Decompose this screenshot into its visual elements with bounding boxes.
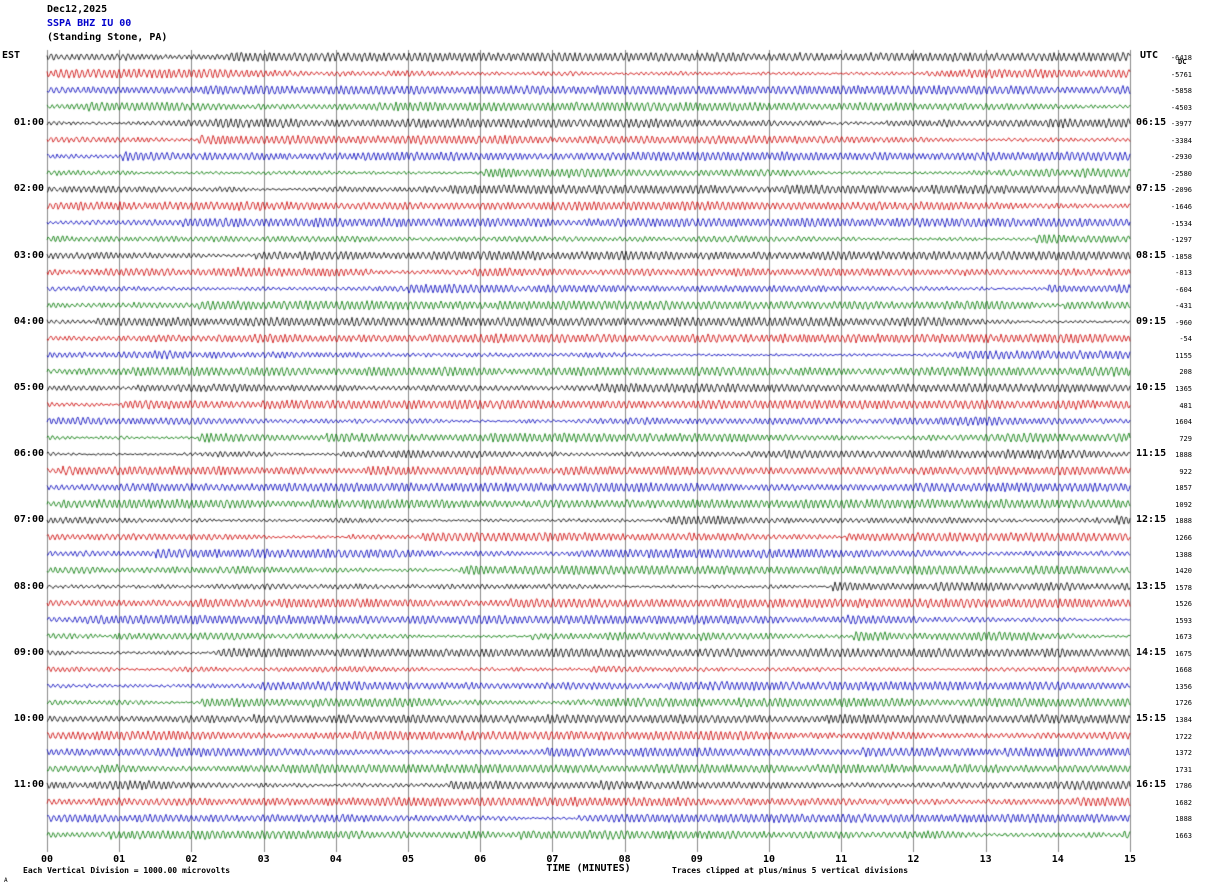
est-hour-label: 08:00 bbox=[13, 580, 44, 592]
footer-clip-note: Traces clipped at plus/minus 5 vertical … bbox=[672, 866, 909, 875]
est-hour-label: 10:00 bbox=[13, 713, 44, 724]
dc-offset-value: -1297 bbox=[1170, 236, 1192, 245]
dc-offset-value: -5761 bbox=[1170, 70, 1192, 79]
footer-scale-note: Each Vertical Division = 1000.00 microvo… bbox=[23, 866, 231, 875]
dc-offset-value: 1682 bbox=[1175, 798, 1192, 807]
dc-offset-value: -6418 bbox=[1170, 54, 1192, 62]
utc-hour-label: 11:15 bbox=[1136, 448, 1167, 460]
dc-offset-value: -5858 bbox=[1170, 87, 1192, 96]
x-tick-label: 08 bbox=[618, 854, 631, 865]
est-hour-label: 01:00 bbox=[13, 117, 44, 129]
est-hour-label: 04:00 bbox=[13, 315, 44, 327]
x-tick-label: 02 bbox=[185, 854, 198, 865]
dc-column-label: DC bbox=[1178, 58, 1187, 66]
dc-offset-value: -4503 bbox=[1170, 103, 1192, 112]
dc-offset-value: 1266 bbox=[1175, 533, 1192, 542]
est-hour-label: 06:00 bbox=[13, 448, 44, 460]
x-tick-label: 06 bbox=[474, 854, 487, 865]
dc-offset-value: 1092 bbox=[1175, 500, 1192, 509]
dc-offset-value: 1668 bbox=[1175, 666, 1192, 675]
x-tick-label: 14 bbox=[1051, 854, 1064, 865]
dc-offset-value: 922 bbox=[1179, 467, 1192, 476]
utc-hour-label: 10:15 bbox=[1136, 382, 1167, 393]
utc-hour-label: 08:15 bbox=[1136, 249, 1167, 261]
dc-offset-value: -3977 bbox=[1170, 120, 1192, 129]
dc-offset-value: -1534 bbox=[1170, 219, 1192, 228]
dc-offset-value: 1593 bbox=[1175, 616, 1192, 625]
dc-offset-value: 1675 bbox=[1175, 649, 1192, 658]
est-hour-label: 07:00 bbox=[13, 514, 44, 526]
dc-offset-value: 1722 bbox=[1175, 732, 1192, 741]
dc-offset-value: 1388 bbox=[1175, 550, 1192, 559]
x-tick-label: 10 bbox=[762, 854, 776, 865]
dc-offset-value: 1372 bbox=[1175, 749, 1192, 758]
header-station: SSPA BHZ IU 00 bbox=[47, 18, 132, 29]
dc-offset-value: 1786 bbox=[1175, 782, 1192, 791]
dc-offset-value: 1888 bbox=[1175, 451, 1192, 460]
dc-offset-value: -813 bbox=[1175, 269, 1192, 278]
est-hour-label: 03:00 bbox=[13, 249, 44, 261]
x-axis-title: TIME (MINUTES) bbox=[546, 863, 631, 874]
x-tick-label: 01 bbox=[113, 854, 126, 865]
est-hour-label: 02:00 bbox=[13, 183, 44, 195]
x-tick-label: 07 bbox=[546, 854, 559, 865]
dc-offset-value: 1155 bbox=[1175, 351, 1192, 360]
dc-offset-value: 1356 bbox=[1175, 682, 1192, 691]
dc-offset-value: 1731 bbox=[1175, 765, 1192, 774]
x-tick-label: 11 bbox=[835, 854, 848, 865]
corner-mark: A bbox=[4, 877, 8, 884]
utc-hour-label: 06:15 bbox=[1136, 117, 1167, 129]
utc-hour-label: 16:15 bbox=[1136, 779, 1167, 791]
x-tick-label: 12 bbox=[907, 854, 920, 865]
dc-offset-value: 1578 bbox=[1175, 583, 1192, 592]
x-tick-label: 04 bbox=[329, 854, 342, 865]
dc-offset-value: 1663 bbox=[1175, 831, 1192, 840]
dc-offset-value: -1646 bbox=[1170, 202, 1192, 211]
dc-offset-value: -2930 bbox=[1170, 153, 1192, 162]
dc-offset-value: 1888 bbox=[1175, 815, 1192, 824]
utc-hour-label: 12:15 bbox=[1136, 514, 1167, 526]
utc-hour-label: 07:15 bbox=[1136, 183, 1167, 195]
utc-hour-label: 13:15 bbox=[1136, 580, 1167, 592]
left-axis-label: EST bbox=[2, 50, 21, 61]
est-hour-label: 11:00 bbox=[13, 779, 44, 791]
dc-offset-value: 1726 bbox=[1175, 699, 1192, 708]
dc-offset-value: 1888 bbox=[1175, 517, 1192, 526]
dc-offset-value: -2580 bbox=[1170, 169, 1192, 178]
utc-hour-label: 09:15 bbox=[1136, 315, 1167, 327]
dc-offset-value: -960 bbox=[1175, 318, 1192, 327]
right-axis-label: UTC bbox=[1140, 50, 1159, 61]
dc-offset-value: 729 bbox=[1179, 434, 1192, 443]
dc-offset-value: 1604 bbox=[1175, 418, 1192, 427]
x-tick-label: 03 bbox=[257, 854, 270, 865]
dc-offset-value: 1365 bbox=[1175, 385, 1192, 393]
x-tick-label: 09 bbox=[690, 854, 703, 865]
dc-offset-value: -1858 bbox=[1170, 252, 1192, 261]
dc-offset-value: 208 bbox=[1179, 368, 1192, 377]
header-location: (Standing Stone, PA) bbox=[47, 32, 168, 43]
dc-offset-value: 1420 bbox=[1175, 567, 1192, 576]
est-hour-label: 05:00 bbox=[13, 382, 44, 393]
x-tick-label: 15 bbox=[1123, 854, 1137, 865]
dc-offset-value: -431 bbox=[1175, 302, 1192, 311]
x-tick-label: 13 bbox=[979, 854, 992, 865]
dc-offset-value: 1673 bbox=[1175, 633, 1192, 642]
dc-offset-value: 481 bbox=[1179, 401, 1192, 410]
est-hour-label: 09:00 bbox=[13, 646, 44, 658]
dc-offset-value: -3384 bbox=[1170, 136, 1192, 145]
utc-hour-label: 15:15 bbox=[1136, 713, 1167, 724]
dc-offset-value: 1857 bbox=[1175, 484, 1192, 493]
header-date: Dec12,2025 bbox=[47, 4, 108, 15]
dc-offset-value: -54 bbox=[1179, 335, 1192, 344]
x-tick-label: 00 bbox=[40, 854, 54, 865]
dc-offset-value: 1526 bbox=[1175, 600, 1192, 609]
x-tick-label: 05 bbox=[401, 854, 415, 865]
utc-hour-label: 14:15 bbox=[1136, 646, 1167, 658]
dc-offset-value: -604 bbox=[1175, 285, 1192, 294]
dc-offset-value: 1384 bbox=[1175, 716, 1192, 724]
dc-offset-value: -2096 bbox=[1170, 186, 1192, 195]
